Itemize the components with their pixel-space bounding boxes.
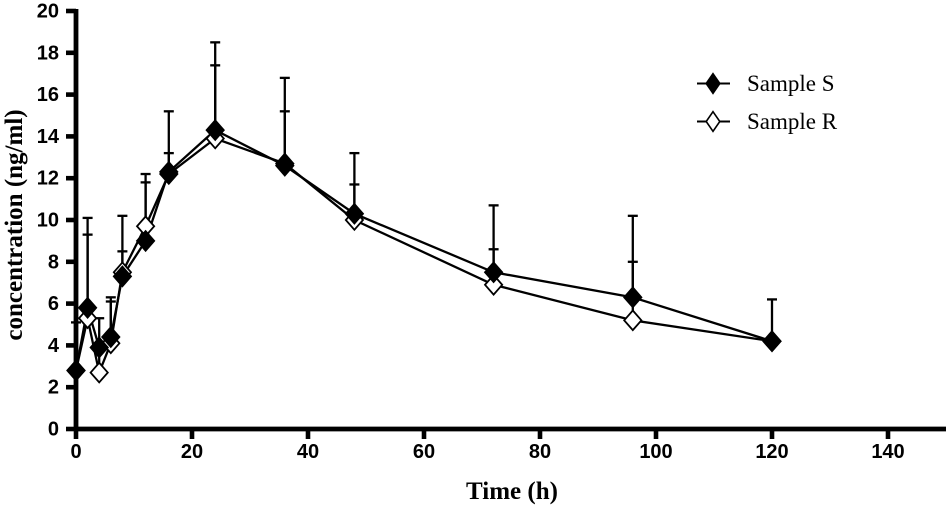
svg-text:0: 0 xyxy=(48,419,59,441)
svg-text:20: 20 xyxy=(181,441,203,463)
svg-text:Time (h): Time (h) xyxy=(466,478,558,505)
svg-text:16: 16 xyxy=(37,84,59,106)
svg-text:Sample R: Sample R xyxy=(747,109,838,134)
svg-text:concentration (ng/ml): concentration (ng/ml) xyxy=(1,109,28,340)
svg-text:40: 40 xyxy=(297,441,319,463)
svg-text:20: 20 xyxy=(37,1,59,23)
svg-text:14: 14 xyxy=(37,126,60,148)
svg-text:140: 140 xyxy=(871,441,904,463)
svg-text:80: 80 xyxy=(529,441,551,463)
svg-text:12: 12 xyxy=(37,168,59,190)
svg-text:18: 18 xyxy=(37,42,59,64)
svg-text:10: 10 xyxy=(37,210,59,232)
svg-text:2: 2 xyxy=(48,377,59,399)
svg-text:8: 8 xyxy=(48,251,59,273)
svg-text:120: 120 xyxy=(755,441,788,463)
svg-text:Sample S: Sample S xyxy=(747,71,835,96)
svg-text:6: 6 xyxy=(48,293,59,315)
svg-text:0: 0 xyxy=(70,441,81,463)
svg-text:4: 4 xyxy=(48,335,60,357)
svg-text:100: 100 xyxy=(639,441,672,463)
svg-text:60: 60 xyxy=(413,441,435,463)
